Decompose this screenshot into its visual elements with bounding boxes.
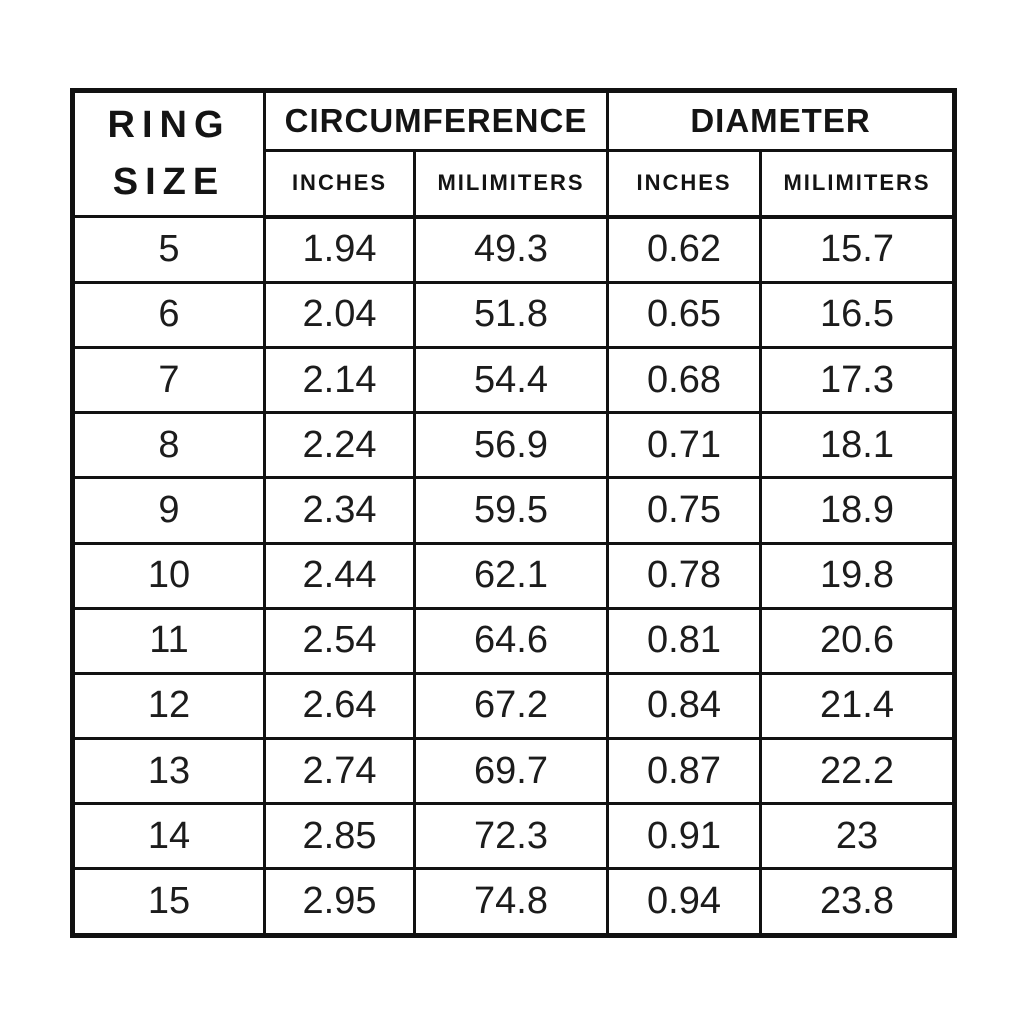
header-group-row: RING SIZE CIRCUMFERENCE DIAMETER bbox=[71, 89, 957, 218]
diameter-milimiters-cell: 16.5 bbox=[759, 280, 957, 350]
circumference-milimiters-cell: 62.1 bbox=[412, 541, 610, 610]
circumference-milimiters-cell: 54.4 bbox=[412, 346, 610, 415]
table-row: 7 2.14 54.4 0.68 17.3 bbox=[71, 346, 957, 415]
diameter-inches-cell: 0.84 bbox=[606, 671, 763, 740]
diameter-inches-cell: 0.71 bbox=[606, 411, 763, 480]
circumference-milimiters-cell: 59.5 bbox=[412, 476, 610, 545]
ring-size-table: RING SIZE CIRCUMFERENCE DIAMETER INCHES … bbox=[70, 88, 958, 938]
diameter-milimiters-cell: 15.7 bbox=[759, 215, 957, 284]
diameter-inches-cell: 0.91 bbox=[606, 802, 763, 871]
table-row: 5 1.94 49.3 0.62 15.7 bbox=[71, 215, 957, 284]
circumference-inches-cell: 2.64 bbox=[263, 671, 416, 740]
ring-size-cell: 7 bbox=[71, 346, 266, 415]
circumference-header-cell: CIRCUMFERENCE bbox=[262, 89, 610, 152]
ring-size-cell: 12 bbox=[71, 671, 266, 740]
ring-size-header-cell: RING SIZE bbox=[71, 89, 266, 218]
diameter-inches-cell: 0.68 bbox=[606, 346, 763, 415]
circumference-milimiters-cell: 67.2 bbox=[412, 671, 610, 740]
table-row: 6 2.04 51.8 0.65 16.5 bbox=[71, 280, 957, 350]
circumference-milimiters-cell: 51.8 bbox=[412, 280, 610, 350]
circumference-milimiters-header: MILIMITERS bbox=[412, 149, 610, 219]
table-row: 12 2.64 67.2 0.84 21.4 bbox=[71, 671, 957, 740]
diameter-milimiters-cell: 21.4 bbox=[759, 671, 957, 740]
ring-size-header-line2: SIZE bbox=[112, 161, 226, 203]
circumference-inches-cell: 2.04 bbox=[263, 280, 416, 350]
diameter-inches-cell: 0.75 bbox=[606, 476, 763, 545]
circumference-milimiters-cell: 64.6 bbox=[412, 606, 610, 675]
diameter-inches-cell: 0.81 bbox=[606, 606, 763, 675]
diameter-milimiters-cell: 18.1 bbox=[759, 411, 957, 480]
diameter-milimiters-cell: 19.8 bbox=[759, 541, 957, 610]
diameter-inches-cell: 0.87 bbox=[606, 736, 763, 806]
header-sub-row: INCHES MILIMITERS INCHES MILIMITERS bbox=[73, 149, 957, 219]
table-row: 11 2.54 64.6 0.81 20.6 bbox=[71, 606, 957, 675]
table-row: 8 2.24 56.9 0.71 18.1 bbox=[71, 411, 957, 480]
circumference-inches-cell: 2.95 bbox=[263, 867, 416, 937]
diameter-milimiters-cell: 17.3 bbox=[759, 346, 957, 415]
circumference-milimiters-cell: 74.8 bbox=[412, 867, 610, 937]
ring-size-cell: 6 bbox=[71, 280, 266, 350]
circumference-inches-cell: 1.94 bbox=[263, 215, 416, 284]
circumference-inches-cell: 2.24 bbox=[263, 411, 416, 480]
diameter-header-cell: DIAMETER bbox=[606, 89, 957, 152]
circumference-milimiters-cell: 56.9 bbox=[412, 411, 610, 480]
table-row: 15 2.95 74.8 0.94 23.8 bbox=[71, 867, 957, 937]
circumference-milimiters-cell: 49.3 bbox=[412, 215, 610, 284]
ring-size-cell: 15 bbox=[71, 867, 266, 937]
diameter-milimiters-header: MILIMITERS bbox=[759, 149, 957, 219]
diameter-inches-cell: 0.78 bbox=[606, 541, 763, 610]
table-row: 9 2.34 59.5 0.75 18.9 bbox=[71, 476, 957, 545]
circumference-inches-cell: 2.74 bbox=[263, 736, 416, 806]
diameter-inches-cell: 0.65 bbox=[606, 280, 763, 350]
circumference-inches-cell: 2.14 bbox=[263, 346, 416, 415]
diameter-inches-cell: 0.94 bbox=[606, 867, 763, 937]
diameter-inches-header: INCHES bbox=[606, 149, 763, 219]
circumference-inches-cell: 2.85 bbox=[263, 802, 416, 871]
ring-size-cell: 5 bbox=[71, 215, 266, 284]
ring-size-cell: 10 bbox=[71, 541, 266, 610]
diameter-milimiters-cell: 18.9 bbox=[759, 476, 957, 545]
ring-size-header-line1: RING bbox=[107, 104, 231, 146]
table-row: 10 2.44 62.1 0.78 19.8 bbox=[71, 541, 957, 610]
diameter-milimiters-cell: 22.2 bbox=[759, 736, 957, 806]
diameter-milimiters-cell: 23 bbox=[759, 802, 957, 871]
ring-size-cell: 11 bbox=[71, 606, 266, 675]
circumference-inches-cell: 2.44 bbox=[263, 541, 416, 610]
circumference-milimiters-cell: 72.3 bbox=[412, 802, 610, 871]
ring-size-cell: 8 bbox=[71, 411, 266, 480]
table-row: 14 2.85 72.3 0.91 23 bbox=[71, 802, 957, 871]
circumference-inches-cell: 2.54 bbox=[263, 606, 416, 675]
ring-size-cell: 13 bbox=[71, 736, 266, 806]
ring-size-cell: 9 bbox=[71, 476, 266, 545]
diameter-milimiters-cell: 20.6 bbox=[759, 606, 957, 675]
circumference-inches-header: INCHES bbox=[263, 149, 416, 219]
diameter-milimiters-cell: 23.8 bbox=[759, 867, 957, 937]
circumference-inches-cell: 2.34 bbox=[263, 476, 416, 545]
diameter-inches-cell: 0.62 bbox=[606, 215, 763, 284]
ring-size-cell: 14 bbox=[71, 802, 266, 871]
circumference-milimiters-cell: 69.7 bbox=[412, 736, 610, 806]
table-row: 13 2.74 69.7 0.87 22.2 bbox=[71, 736, 957, 806]
